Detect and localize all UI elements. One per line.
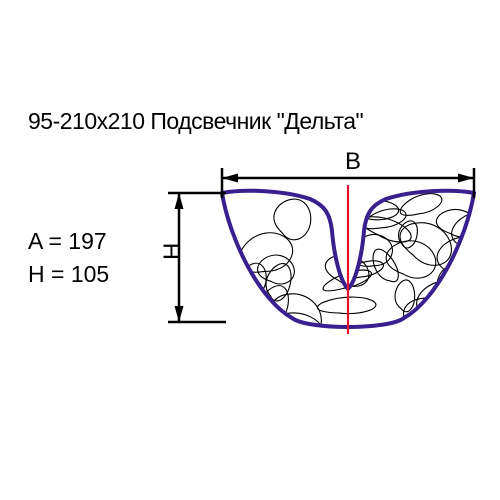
diagram-svg [0,0,500,500]
drawing-container: 95-210х210 Подсвечник "Дельта" A = 197 H… [0,0,500,500]
